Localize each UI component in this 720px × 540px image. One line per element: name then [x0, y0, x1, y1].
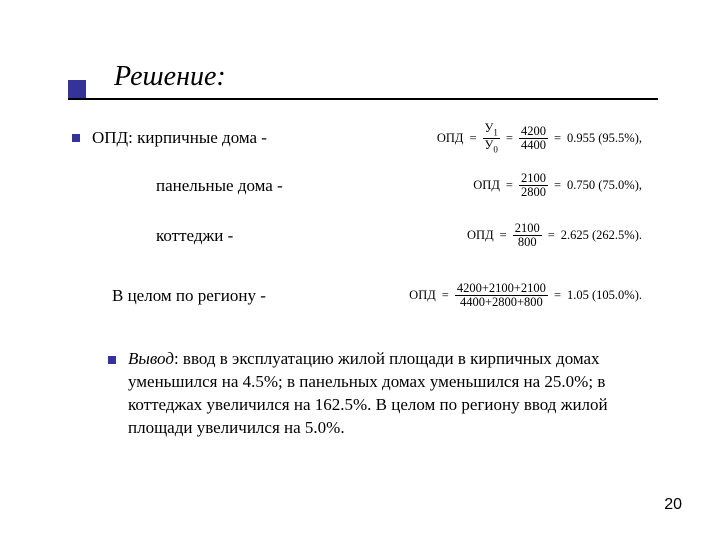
formula-result: 1.05 (105.0%). [567, 288, 642, 303]
row-label: ОПД: кирпичные дома - [92, 128, 267, 148]
equals-sign: = [552, 288, 563, 303]
page-number: 20 [664, 496, 682, 514]
title-block: Решение: [68, 62, 658, 93]
equals-sign: = [504, 178, 515, 193]
fraction-symbolic: У1У0 [483, 122, 500, 155]
row-formula: ОПД = 21002800 = 0.750 (75.0%), [473, 172, 642, 199]
conclusion-lead: Вывод [128, 349, 174, 368]
equals-sign: = [504, 131, 515, 146]
equals-sign: = [440, 288, 451, 303]
content-row: ОПД: кирпичные дома -ОПД=У1У0=42004400=0… [72, 122, 642, 155]
row-label: В целом по региону - [112, 286, 266, 306]
bullet-icon [108, 356, 116, 364]
equals-sign: = [467, 131, 478, 146]
row-formula: ОПД=У1У0=42004400=0.955 (95.5%), [437, 122, 642, 155]
fraction-numeric: 4200+2100+21004400+2800+800 [455, 282, 548, 309]
fraction-numeric: 42004400 [519, 125, 548, 152]
row-label: панельные дома - [156, 176, 283, 196]
fraction-denominator: 4400+2800+800 [458, 296, 545, 309]
fraction-numeric: 2100800 [513, 222, 542, 249]
equals-sign: = [546, 228, 557, 243]
slide: Решение: ОПД: кирпичные дома -ОПД=У1У0=4… [0, 0, 720, 540]
formula-lhs: ОПД [473, 178, 500, 193]
fraction-denominator: 2800 [519, 186, 548, 199]
formula-lhs: ОПД [467, 228, 494, 243]
fraction-numerator: 2100 [519, 172, 548, 186]
fraction-denominator: У0 [483, 139, 500, 155]
formula-lhs: ОПД [437, 131, 464, 146]
row-label: коттеджи - [156, 226, 233, 246]
fraction-numerator: 4200+2100+2100 [455, 282, 548, 296]
fraction-denominator: 800 [516, 236, 539, 249]
formula-result: 0.750 (75.0%), [567, 178, 642, 193]
conclusion-text: Вывод: ввод в эксплуатацию жилой площади… [128, 348, 638, 440]
fraction-numeric: 21002800 [519, 172, 548, 199]
title-accent-box [68, 80, 86, 98]
content-row: коттеджи - ОПД = 2100800 = 2.625 (262.5%). [72, 222, 642, 249]
formula-lhs: ОПД [409, 288, 436, 303]
fraction-numerator: У1 [483, 122, 500, 139]
row-formula: ОПД = 4200+2100+21004400+2800+800 = 1.05 (10… [409, 282, 642, 309]
bullet-icon [72, 134, 80, 142]
fraction-numerator: 4200 [519, 125, 548, 139]
title-underline [68, 98, 658, 100]
fraction-denominator: 4400 [519, 139, 548, 152]
formula-result: 0.955 (95.5%), [567, 131, 642, 146]
content-row: панельные дома - ОПД = 21002800 = 0.750 (75.0… [72, 172, 642, 199]
slide-title: Решение: [114, 62, 658, 93]
content-row: В целом по региону - ОПД = 4200+2100+210044… [72, 282, 642, 309]
conclusion-block: Вывод: ввод в эксплуатацию жилой площади… [108, 348, 638, 440]
fraction-numerator: 2100 [513, 222, 542, 236]
equals-sign: = [552, 178, 563, 193]
row-formula: ОПД = 2100800 = 2.625 (262.5%). [467, 222, 642, 249]
equals-sign: = [498, 228, 509, 243]
equals-sign: = [552, 131, 563, 146]
conclusion-body: : ввод в эксплуатацию жилой площади в ки… [128, 349, 608, 437]
formula-result: 2.625 (262.5%). [561, 228, 642, 243]
